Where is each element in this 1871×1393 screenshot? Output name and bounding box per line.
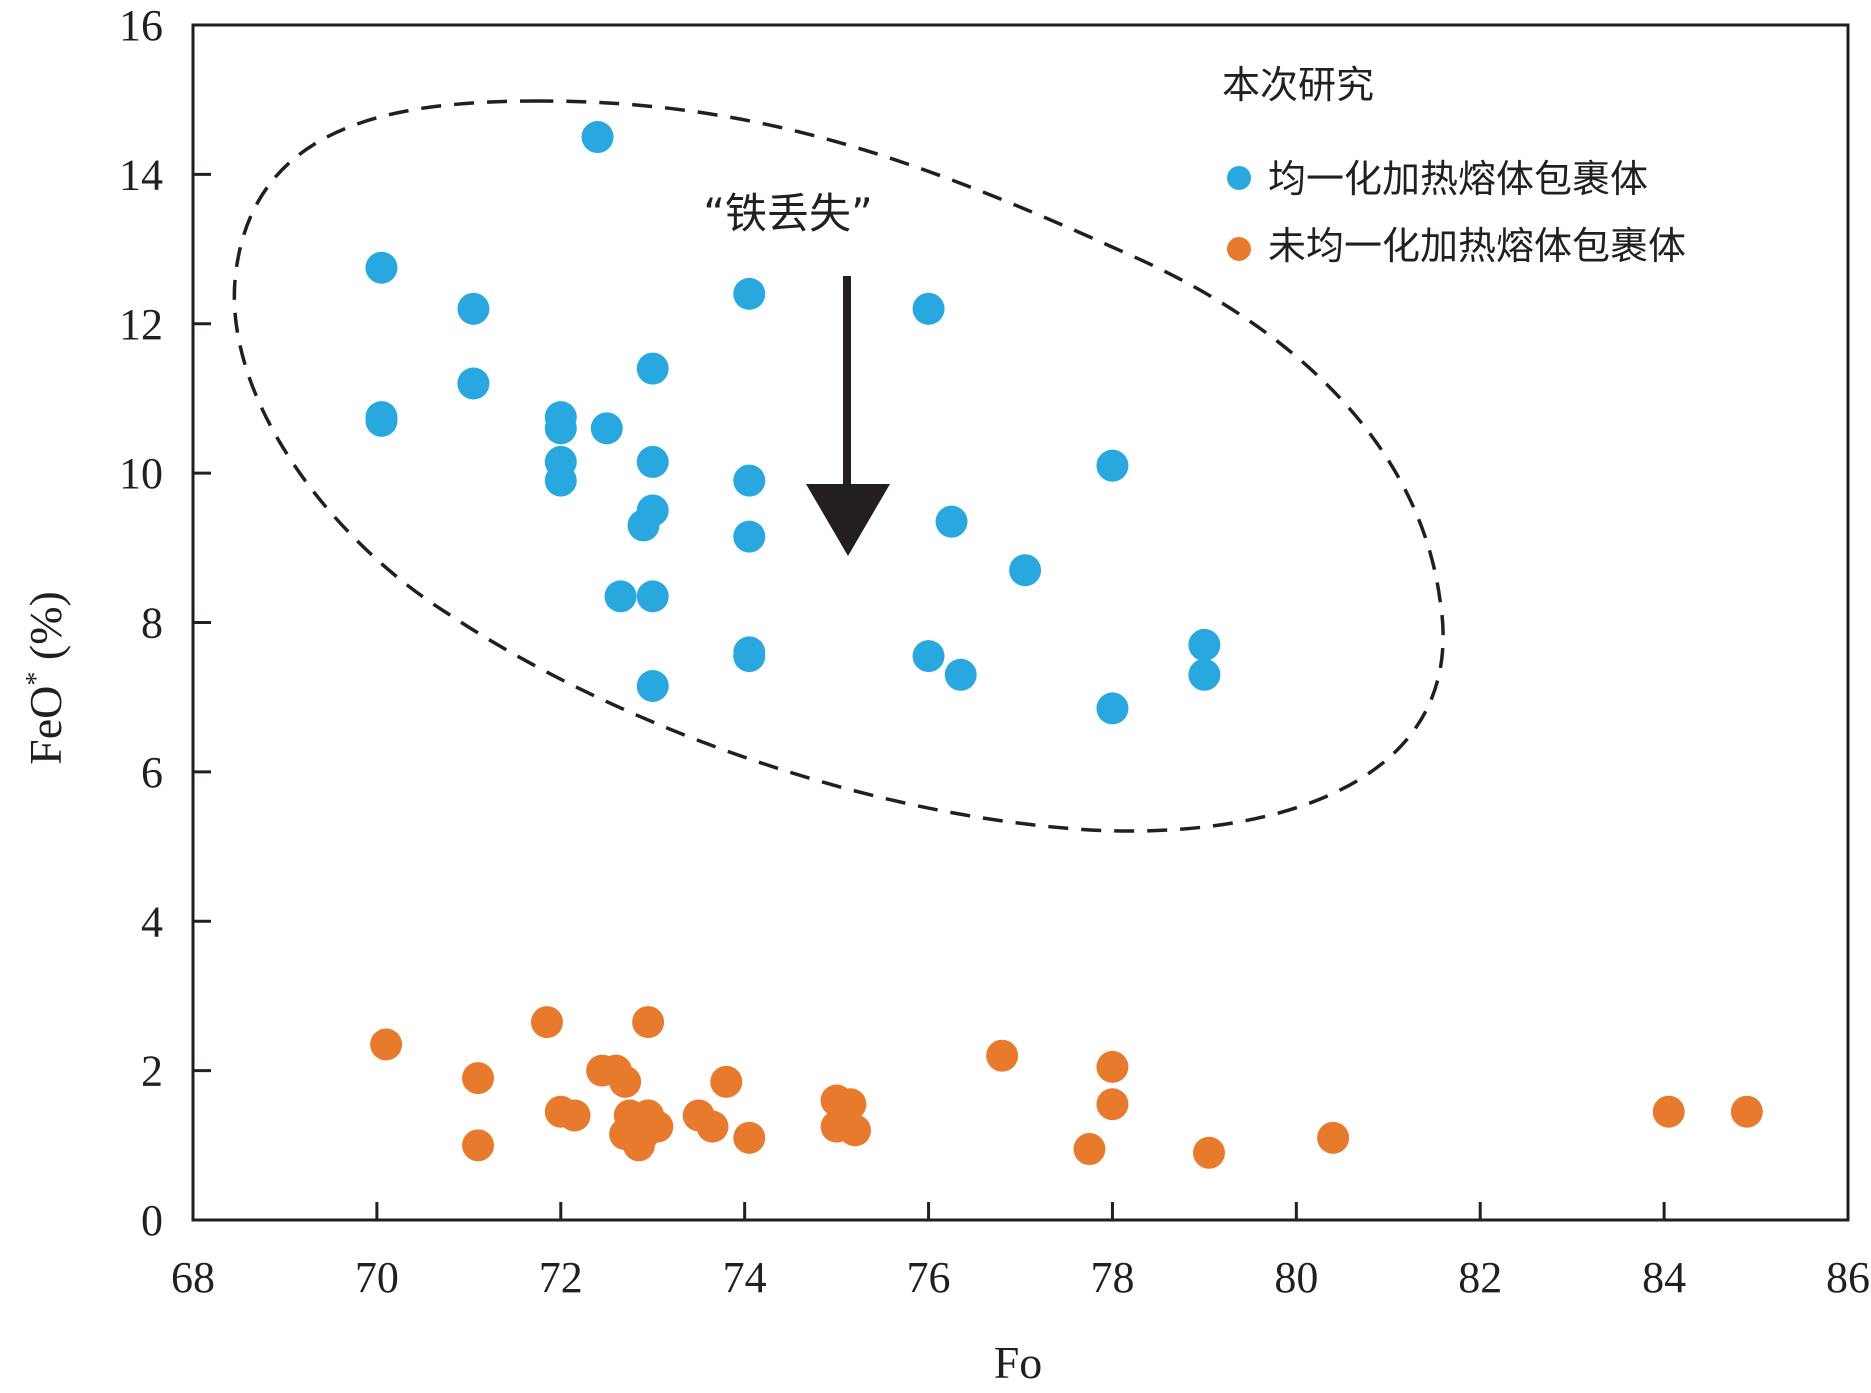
point-homogenized — [1188, 628, 1221, 661]
point-homogenized — [636, 445, 669, 478]
x-tick-label: 86 — [1826, 1253, 1870, 1302]
y-tick-label: 12 — [119, 300, 163, 349]
x-tick-label: 84 — [1642, 1253, 1686, 1302]
point-unhomogenized — [462, 1129, 495, 1162]
y-tick-label: 16 — [119, 1, 163, 50]
svg-text:FeO* (%): FeO* (%) — [20, 591, 71, 765]
point-homogenized — [912, 640, 945, 673]
y-axis-title-main: FeO — [20, 686, 71, 765]
point-homogenized — [365, 251, 398, 284]
y-axis-title-unit: (%) — [20, 591, 71, 671]
y-tick-label: 10 — [119, 449, 163, 498]
point-homogenized — [636, 352, 669, 385]
point-homogenized — [733, 520, 766, 553]
point-unhomogenized — [839, 1114, 871, 1147]
y-axis-ticks: 0 2 4 6 8 10 12 14 16 — [119, 1, 211, 1245]
point-unhomogenized — [558, 1099, 591, 1132]
point-homogenized — [912, 292, 945, 325]
point-homogenized — [627, 509, 660, 542]
x-tick-label: 76 — [907, 1253, 951, 1302]
x-tick-label: 68 — [171, 1253, 215, 1302]
point-unhomogenized — [1096, 1050, 1129, 1083]
point-homogenized — [1188, 658, 1221, 691]
point-unhomogenized — [622, 1129, 655, 1162]
legend-marker-unhomogenized — [1227, 237, 1251, 261]
point-homogenized — [733, 464, 766, 497]
y-tick-label: 14 — [119, 150, 163, 199]
x-axis-ticks: 68 70 72 74 76 78 80 82 84 86 — [171, 1202, 1870, 1302]
point-unhomogenized — [1730, 1095, 1763, 1128]
point-homogenized — [733, 277, 766, 310]
point-homogenized — [1096, 692, 1129, 725]
point-unhomogenized — [1073, 1133, 1106, 1166]
plot-frame — [191, 23, 1850, 1222]
y-tick-label: 4 — [141, 897, 163, 946]
point-unhomogenized — [1096, 1088, 1129, 1121]
x-axis-title: Fo — [994, 1337, 1043, 1388]
point-homogenized — [365, 404, 398, 437]
y-tick-label: 8 — [141, 599, 163, 648]
point-homogenized — [944, 658, 977, 691]
point-homogenized — [590, 412, 623, 445]
point-homogenized — [604, 580, 637, 613]
point-unhomogenized — [370, 1028, 403, 1061]
x-tick-label: 74 — [723, 1253, 767, 1302]
y-axis-title-superscript: * — [21, 672, 52, 686]
point-homogenized — [457, 292, 490, 325]
legend-label-homogenized: 均一化加热熔体包裹体 — [1268, 157, 1648, 201]
point-unhomogenized — [710, 1065, 743, 1098]
point-unhomogenized — [632, 1006, 665, 1039]
point-unhomogenized — [1652, 1095, 1685, 1128]
point-homogenized — [636, 669, 669, 702]
point-unhomogenized — [1192, 1136, 1225, 1169]
point-homogenized — [1009, 554, 1042, 587]
iron-loss-arrow-head — [806, 484, 890, 556]
point-homogenized — [544, 464, 577, 497]
point-unhomogenized — [986, 1039, 1019, 1072]
point-homogenized — [733, 640, 766, 673]
point-unhomogenized — [733, 1121, 766, 1154]
point-homogenized — [581, 121, 614, 154]
point-homogenized — [1096, 449, 1129, 482]
x-tick-label: 78 — [1090, 1253, 1134, 1302]
x-tick-label: 72 — [539, 1253, 583, 1302]
data-points — [365, 121, 1763, 1169]
y-tick-label: 0 — [141, 1196, 163, 1245]
x-tick-label: 80 — [1274, 1253, 1318, 1302]
y-tick-label: 2 — [141, 1047, 163, 1096]
point-homogenized — [457, 367, 490, 400]
legend-label-unhomogenized: 未均一化加热熔体包裹体 — [1268, 224, 1686, 268]
point-unhomogenized — [696, 1110, 729, 1143]
point-unhomogenized — [609, 1065, 642, 1098]
point-unhomogenized — [1317, 1121, 1350, 1154]
iron-loss-annotation: “铁丢失” — [703, 189, 873, 238]
point-unhomogenized — [530, 1006, 563, 1039]
y-axis-title: FeO* (%) — [20, 591, 71, 765]
point-unhomogenized — [462, 1062, 495, 1095]
dashed-envelope — [232, 99, 1445, 833]
x-tick-label: 70 — [355, 1253, 399, 1302]
x-tick-label: 82 — [1458, 1253, 1502, 1302]
legend-title: 本次研究 — [1222, 63, 1374, 107]
y-tick-label: 6 — [141, 748, 163, 797]
point-homogenized — [935, 505, 968, 538]
point-homogenized — [544, 412, 577, 445]
point-homogenized — [636, 580, 669, 613]
legend-marker-homogenized — [1227, 166, 1251, 190]
